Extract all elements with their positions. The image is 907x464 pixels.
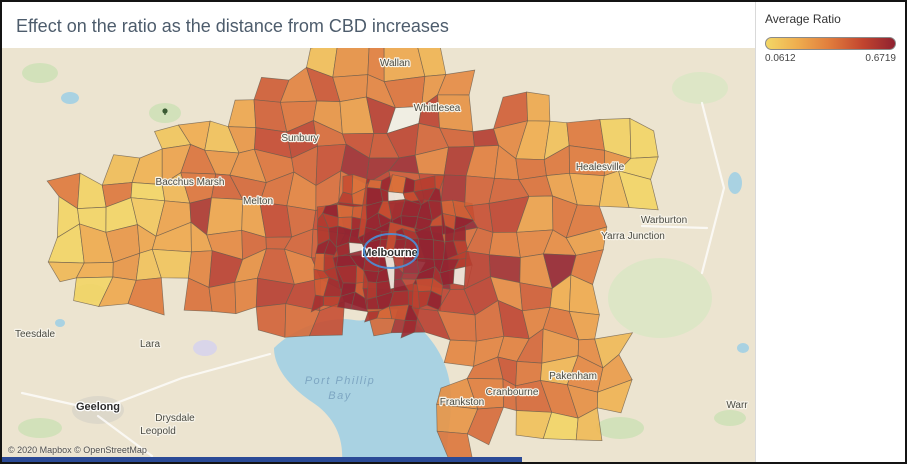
road-line [96,414,154,458]
road-line [700,101,726,275]
road-line [640,224,709,230]
map-region[interactable] [575,407,603,441]
map-label-bacchus-marsh: Bacchus Marsh [156,177,225,188]
map-label-pakenham: Pakenham [549,371,597,382]
legend-title: Average Ratio [765,12,841,26]
map-label-warr: Warr [726,400,748,411]
park-area [714,410,746,426]
map-region[interactable] [308,301,345,337]
map-region[interactable] [336,203,354,218]
park-area [672,72,728,104]
park-area [18,418,62,438]
map-region[interactable] [466,406,505,446]
map-region[interactable] [416,238,435,260]
map-label-drysdale: Drysdale [155,413,195,424]
map-region[interactable] [526,91,551,122]
lake-water [55,319,65,327]
map-region[interactable] [206,197,244,236]
legend-gradient-bar[interactable] [765,37,896,50]
visualization-area: Effect on the ratio as the distance from… [2,2,755,462]
map-region[interactable] [332,48,370,78]
map-label-wallan: Wallan [380,58,410,69]
map-label-healesville: Healesville [576,162,625,173]
road-line [20,391,100,412]
legend-panel: Average Ratio 0.0612 0.6719 [755,2,905,462]
map-label-cranbourne: Cranbourne [486,387,539,398]
park-area [22,63,58,83]
map-label-leopold: Leopold [140,426,176,437]
map-label-geelong: Geelong [76,401,120,413]
airfield-area [193,340,217,356]
map-region[interactable] [596,379,633,414]
road-line [96,352,272,412]
map-region[interactable] [443,339,477,367]
map-label-melbourne: Melbourne [362,247,418,259]
park-tree-icon [162,108,168,115]
map-label-port-phillip-bay: Port Phillip Bay [305,375,376,402]
park-area [596,417,644,439]
bottom-scrollbar[interactable] [2,457,522,462]
map-label-warburton: Warburton [641,215,687,226]
map-label-melton: Melton [243,196,273,207]
map-region[interactable] [366,281,377,300]
map-region[interactable] [313,253,325,272]
port-phillip-bay-water [274,309,452,462]
legend-min-value: 0.0612 [765,53,796,64]
lake-water [737,343,749,353]
park-area [608,258,712,338]
map-canvas[interactable]: © 2020 Mapbox © OpenStreetMap Wallan Whit… [2,48,755,462]
map-svg: Wallan Whittlesea Sunbury Bacchus Marsh Melt… [2,48,755,462]
map-region[interactable] [400,320,418,339]
map-label-teesdale: Teesdale [15,329,55,340]
map-attribution[interactable]: © 2020 Mapbox © OpenStreetMap [8,445,147,455]
map-label-lara: Lara [140,339,160,350]
map-region[interactable] [488,231,521,258]
map-label-sunbury: Sunbury [281,133,318,144]
map-region[interactable] [342,174,354,195]
map-region[interactable] [127,277,165,316]
map-label-yarra-junction: Yarra Junction [601,231,665,242]
map-region[interactable] [415,277,434,292]
map-region[interactable] [433,239,446,260]
legend-range: 0.0612 0.6719 [765,53,896,64]
page-title: Effect on the ratio as the distance from… [16,16,449,36]
lake-water [728,172,742,194]
lake-water [61,92,79,104]
map-region[interactable] [436,430,474,462]
map-region[interactable] [208,281,237,314]
map-label-whittlesea: Whittlesea [414,103,461,114]
map-region[interactable] [617,170,659,211]
map-label-frankston: Frankston [440,397,484,408]
legend-max-value: 0.6719 [865,53,896,64]
cbd-annotation-circle [363,233,419,269]
